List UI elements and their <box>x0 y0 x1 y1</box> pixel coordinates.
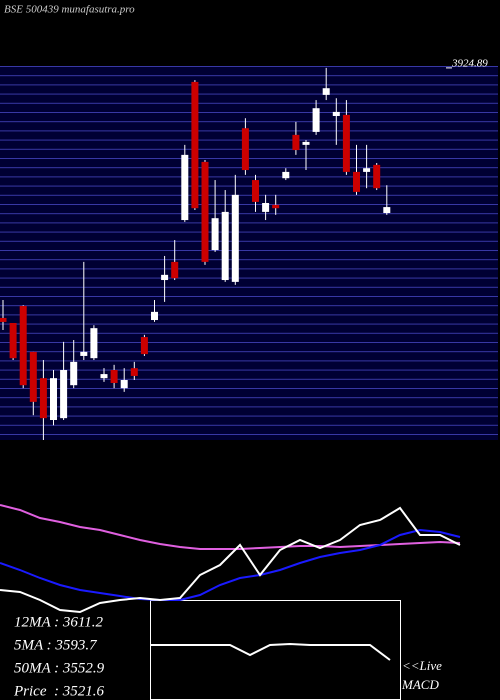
candle-body <box>110 370 118 383</box>
price-panel <box>0 66 498 440</box>
candle-body <box>342 114 350 172</box>
candle-body <box>373 164 381 189</box>
candle-body <box>262 203 270 212</box>
candle-body <box>241 128 249 171</box>
candle-body <box>231 194 239 282</box>
ma-label: 12MA : 3611.2 <box>14 614 104 630</box>
candle-body <box>322 88 330 95</box>
candle-body <box>221 211 229 281</box>
candle-body <box>161 274 169 281</box>
candle-body <box>363 168 371 172</box>
indicator-line <box>0 504 461 550</box>
candle-body <box>60 370 68 419</box>
candle-body <box>80 351 88 356</box>
candle-body <box>50 378 57 421</box>
candle-body <box>353 171 360 192</box>
candle-body <box>332 111 340 116</box>
macd-box <box>150 600 401 700</box>
macd-label: <<Live <box>402 658 442 673</box>
candle-body <box>272 204 280 209</box>
candle-body <box>383 207 391 214</box>
candle-body <box>211 218 219 251</box>
candle-body <box>292 134 300 151</box>
indicator-line <box>0 528 461 601</box>
candle-body <box>39 378 47 419</box>
candle-body <box>90 328 98 359</box>
candle-body <box>19 305 27 386</box>
candle-body <box>191 81 199 209</box>
candle-body <box>201 161 209 262</box>
candle-body <box>29 351 37 402</box>
indicator-line <box>0 506 461 614</box>
ma-label: 50MA : 3552.9 <box>14 660 105 676</box>
candle-body <box>312 108 320 132</box>
chart-title: BSE 500439 munafasutra.pro <box>4 4 135 16</box>
candle-body <box>282 171 290 179</box>
candle-body <box>302 141 310 145</box>
candle-body <box>140 337 148 355</box>
y-tick-label: 3924.89 <box>451 57 488 69</box>
candle-body <box>151 311 158 321</box>
indicator-line <box>150 642 391 661</box>
price-label: Price : 3521.6 <box>13 683 104 699</box>
candle-body <box>100 374 108 379</box>
candle-body <box>171 261 179 279</box>
candle-body <box>181 154 189 221</box>
candle-body <box>120 380 128 389</box>
candle-body <box>130 368 138 376</box>
candle-body <box>9 322 17 359</box>
candle-body <box>252 180 259 202</box>
ma-label: 5MA : 3593.7 <box>14 637 98 653</box>
candle-body <box>0 317 7 322</box>
candle-body <box>70 361 78 386</box>
macd-label: MACD <box>401 677 439 692</box>
